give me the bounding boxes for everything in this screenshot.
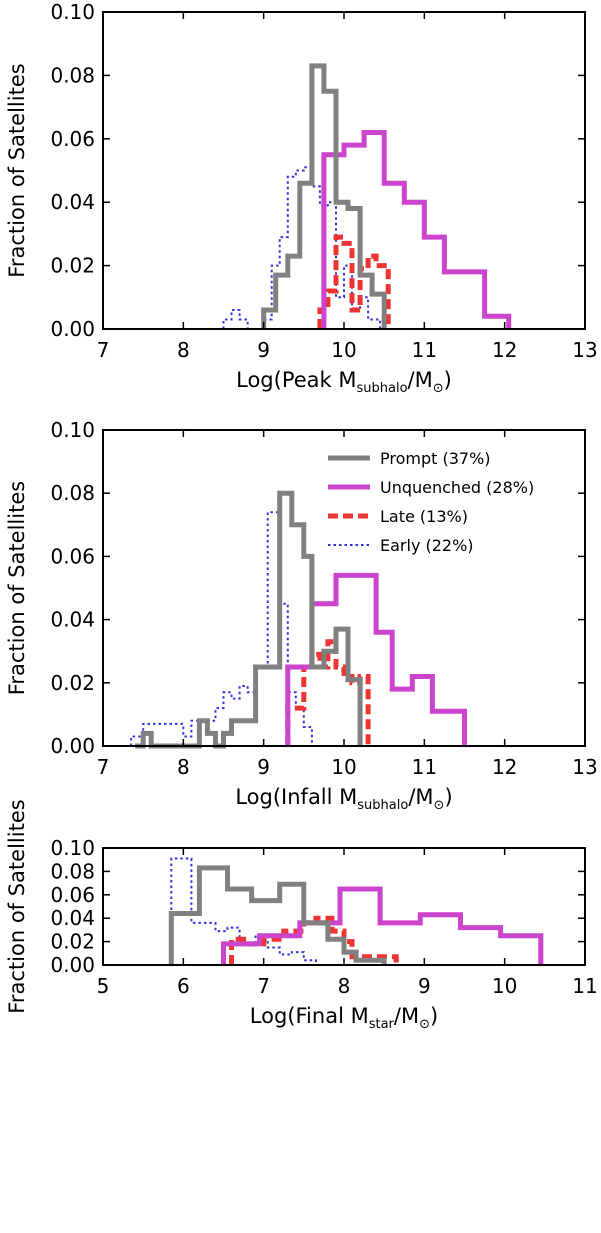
y-tick-label: 0.10 [50, 0, 95, 24]
x-tick-label: 7 [257, 974, 270, 998]
y-tick-label: 0.04 [50, 190, 95, 214]
x-tick-label: 9 [257, 755, 270, 779]
y-tick-label: 0.06 [50, 544, 95, 568]
series-prompt-step [135, 490, 363, 749]
series-prompt-step [168, 865, 387, 965]
y-tick-label: 0.02 [50, 671, 95, 695]
series-late-step [317, 234, 391, 329]
x-tick-label: 7 [97, 338, 110, 362]
y-tick-label: 0.04 [50, 906, 95, 930]
series-unquenched-step [221, 886, 544, 965]
legend-label: Late (13%) [380, 507, 468, 526]
x-tick-label: 12 [492, 338, 517, 362]
y-tick-label: 0.02 [50, 930, 95, 954]
legend-label: Unquenched (28%) [380, 478, 534, 497]
y-tick-label: 0.08 [50, 63, 95, 87]
x-tick-label: 11 [412, 755, 437, 779]
series-prompt-step [261, 63, 387, 329]
x-tick-label: 8 [177, 755, 190, 779]
y-tick-label: 0.08 [50, 859, 95, 883]
legend-label: Prompt (37%) [380, 449, 491, 468]
x-tick-label: 12 [492, 755, 517, 779]
chart-panel-2: 7 8 9 10 11 12 13 0.00 0.02 0.04 0.06 0.08 0.10 Log(I… [5, 418, 598, 813]
x-tick-label: 11 [572, 974, 597, 998]
x-tick-label: 10 [331, 338, 356, 362]
legend: Prompt (37%) Unquenched (28%) Late (13%) Ea… [328, 449, 534, 555]
x-axis-label: Log(Peak Msubhalo/M⊙) [236, 368, 452, 396]
series-early-step [170, 857, 317, 965]
x-tick-label: 9 [418, 974, 431, 998]
y-tick-label: 0.06 [50, 883, 95, 907]
x-tick-label: 11 [412, 338, 437, 362]
series-early-step [130, 511, 313, 746]
x-tick-label: 8 [338, 974, 351, 998]
x-axis-label: Log(Infall Msubhalo/M⊙) [235, 785, 452, 813]
x-tick-label: 13 [572, 338, 597, 362]
x-tick-label: 10 [492, 974, 517, 998]
x-tick-label: 9 [257, 338, 270, 362]
y-tick-label: 0.00 [50, 317, 95, 341]
y-axis-label: Fraction of Satellites [5, 799, 29, 1013]
y-tick-label: 0.10 [50, 418, 95, 442]
chart-panel-3: 5 6 7 8 9 10 11 0.000.020.040.060.080.10 Log(Fin… [5, 799, 598, 1032]
y-tick-label: 0.10 [50, 836, 95, 860]
x-tick-label: 5 [97, 974, 110, 998]
series-late-step [285, 639, 371, 746]
y-tick-label: 0.00 [50, 734, 95, 758]
legend-label: Early (22%) [380, 536, 474, 555]
y-tick-label: 0.04 [50, 608, 95, 632]
y-tick-label: 0.06 [50, 127, 95, 151]
x-axis-label: Log(Final Mstar/M⊙) [250, 1004, 438, 1032]
x-tick-label: 10 [331, 755, 356, 779]
y-axis-label: Fraction of Satellites [5, 63, 29, 277]
y-tick-label: 0.02 [50, 254, 95, 278]
chart-panel-1: 7 8 9 10 11 12 13 0.00 0.02 0.04 0.06 0.08 0.10 Log(P… [5, 0, 598, 396]
series-unquenched-step [321, 130, 512, 329]
y-tick-label: 0.08 [50, 481, 95, 505]
x-tick-label: 6 [177, 974, 190, 998]
x-tick-label: 13 [572, 755, 597, 779]
y-axis-label: Fraction of Satellites [5, 481, 29, 695]
plot-frame [102, 11, 586, 330]
x-tick-label: 8 [177, 338, 190, 362]
x-tick-label: 7 [97, 755, 110, 779]
y-tick-label: 0.00 [50, 953, 95, 977]
